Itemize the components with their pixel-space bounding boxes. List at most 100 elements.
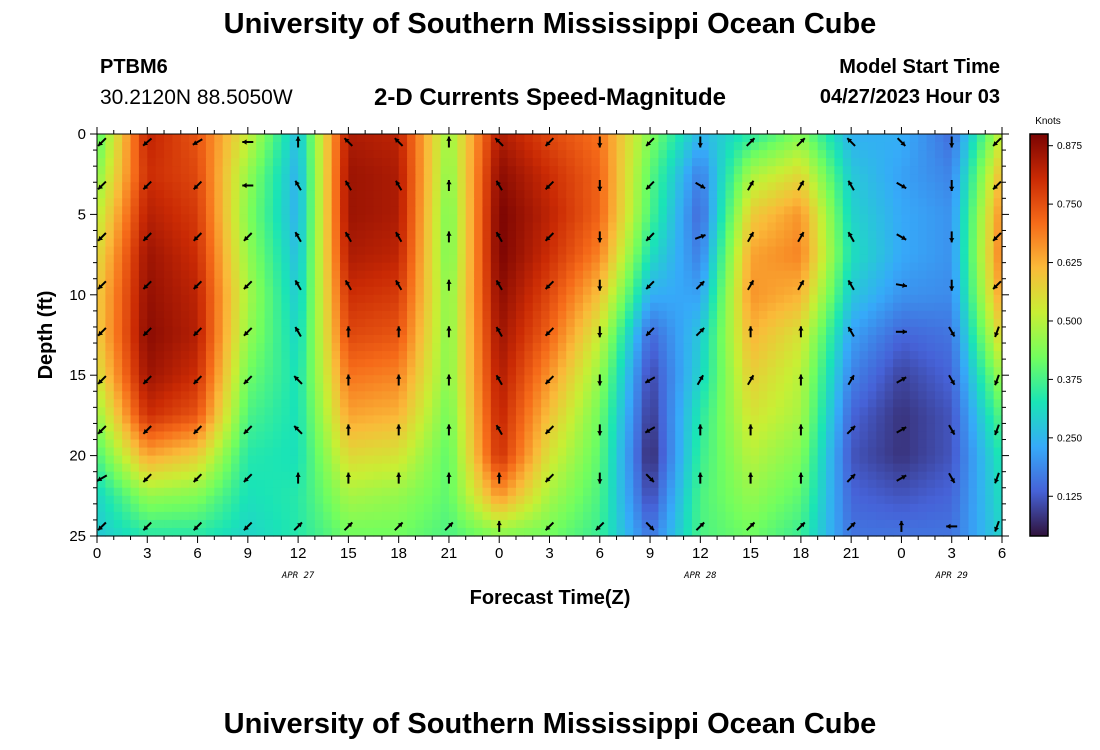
heatmap-cell xyxy=(901,359,911,368)
heatmap-cell xyxy=(733,310,743,320)
heatmap-cell xyxy=(934,166,944,175)
heatmap-cell xyxy=(122,479,132,489)
heatmap-cell xyxy=(340,479,349,489)
heatmap-cell xyxy=(976,230,986,240)
heatmap-cell xyxy=(909,198,919,207)
heatmap-cell xyxy=(968,222,978,232)
heatmap-cell xyxy=(507,399,517,408)
heatmap-cell xyxy=(440,375,450,384)
heatmap-cell xyxy=(122,455,132,465)
heatmap-cell xyxy=(239,439,249,449)
heatmap-cell xyxy=(884,383,894,392)
heatmap-cell xyxy=(113,391,123,400)
heatmap-cell xyxy=(474,391,484,400)
heatmap-cell xyxy=(490,375,500,384)
heatmap-cell xyxy=(918,270,928,280)
heatmap-cell xyxy=(490,495,500,505)
heatmap-cell xyxy=(340,222,349,232)
heatmap-cell xyxy=(767,463,777,473)
heatmap-cell xyxy=(532,423,542,433)
heatmap-cell xyxy=(876,399,886,408)
heatmap-cell xyxy=(247,455,257,465)
heatmap-cell xyxy=(507,206,517,215)
heatmap-cell xyxy=(365,238,375,248)
heatmap-cell xyxy=(138,278,148,288)
heatmap-cell xyxy=(281,431,291,441)
heatmap-cell xyxy=(976,399,986,408)
heatmap-cell xyxy=(381,351,391,360)
heatmap-cell xyxy=(566,134,576,143)
heatmap-cell xyxy=(918,166,928,175)
heatmap-cell xyxy=(323,359,333,368)
heatmap-cell xyxy=(691,479,701,489)
heatmap-cell xyxy=(482,262,492,272)
heatmap-cell xyxy=(792,150,802,159)
heatmap-cell xyxy=(750,150,760,159)
heatmap-cell xyxy=(314,375,324,384)
heatmap-cell xyxy=(583,262,592,272)
heatmap-cell xyxy=(901,431,911,441)
heatmap-cell xyxy=(591,407,601,416)
heatmap-cell xyxy=(231,262,241,272)
heatmap-cell xyxy=(256,399,266,408)
heatmap-cell xyxy=(180,302,190,312)
heatmap-cell xyxy=(373,383,383,392)
heatmap-cell xyxy=(893,351,903,360)
heatmap-cell xyxy=(717,399,727,408)
heatmap-cell xyxy=(926,326,936,336)
heatmap-cell xyxy=(574,455,584,465)
heatmap-cell xyxy=(616,230,626,240)
heatmap-cell xyxy=(758,479,768,489)
heatmap-cell xyxy=(809,455,819,465)
heatmap-cell xyxy=(130,246,140,256)
heatmap-cell xyxy=(557,335,567,344)
heatmap-cell xyxy=(340,214,349,224)
heatmap-cell xyxy=(247,487,257,497)
heatmap-cell xyxy=(122,158,132,167)
heatmap-cell xyxy=(164,367,174,376)
heatmap-cell xyxy=(490,335,500,344)
heatmap-cell xyxy=(666,174,676,183)
heatmap-cell xyxy=(289,230,299,240)
heatmap-cell xyxy=(733,455,743,465)
heatmap-cell xyxy=(976,310,986,320)
heatmap-cell xyxy=(457,326,467,336)
heatmap-cell xyxy=(557,407,567,416)
heatmap-cell xyxy=(675,495,685,505)
heatmap-cell xyxy=(934,439,944,449)
heatmap-cell xyxy=(842,302,852,312)
heatmap-cell xyxy=(675,134,685,143)
heatmap-cell xyxy=(985,230,995,240)
heatmap-cell xyxy=(381,198,391,207)
heatmap-cell xyxy=(901,318,911,328)
heatmap-cell xyxy=(641,278,651,288)
heatmap-cell xyxy=(641,495,651,505)
heatmap-cell xyxy=(440,254,450,264)
heatmap-cell xyxy=(390,487,400,497)
heatmap-cell xyxy=(742,190,752,199)
heatmap-cell xyxy=(105,182,115,191)
heatmap-cell xyxy=(340,254,349,264)
heatmap-cell xyxy=(499,198,509,207)
heatmap-cell xyxy=(993,254,1003,264)
heatmap-cell xyxy=(616,447,626,457)
heatmap-cell xyxy=(105,431,115,441)
heatmap-cell xyxy=(859,238,869,248)
heatmap-cell xyxy=(951,343,961,352)
heatmap-cell xyxy=(574,479,584,489)
heatmap-cell xyxy=(122,447,132,457)
heatmap-cell xyxy=(549,326,559,336)
heatmap-cell xyxy=(398,302,408,312)
heatmap-cell xyxy=(340,158,349,167)
heatmap-cell xyxy=(809,439,819,449)
heatmap-cell xyxy=(951,134,961,143)
heatmap-cell xyxy=(432,343,442,352)
heatmap-cell xyxy=(985,415,995,425)
heatmap-cell xyxy=(105,214,115,224)
heatmap-cell xyxy=(851,142,861,151)
heatmap-cell xyxy=(289,407,299,416)
heatmap-cell xyxy=(365,294,375,304)
heatmap-cell xyxy=(549,423,559,433)
heatmap-cell xyxy=(231,278,241,288)
heatmap-cell xyxy=(951,495,961,505)
